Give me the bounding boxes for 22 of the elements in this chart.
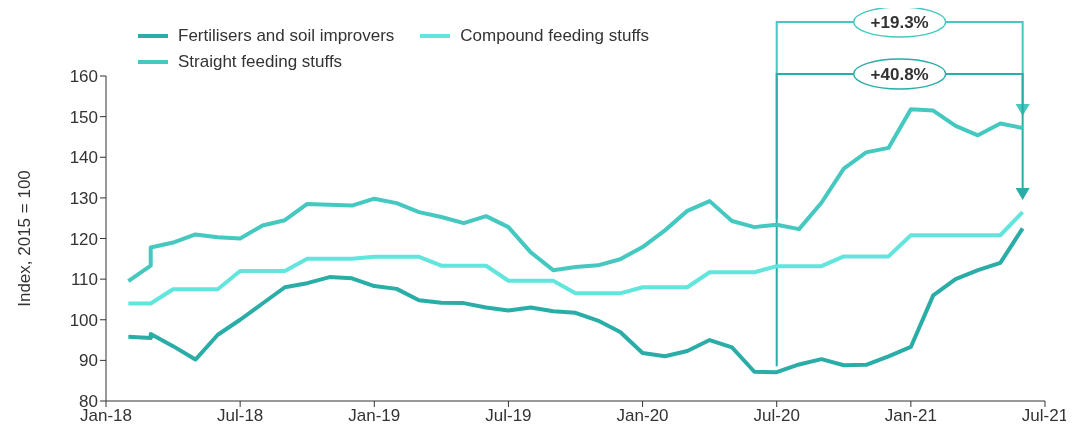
x-tick-label: Jul-20	[753, 406, 800, 426]
y-tick-label: 90	[79, 351, 98, 371]
line-series	[126, 107, 1025, 284]
y-tick-label: 100	[69, 310, 98, 330]
y-tick-label: 120	[69, 229, 98, 249]
legend-label: Straight feeding stuffs	[178, 52, 343, 72]
line-series	[126, 226, 1025, 375]
x-tick-label: Jan-19	[348, 406, 401, 426]
legend-label: Compound feeding stuffs	[460, 26, 650, 46]
y-tick-label: 110	[70, 270, 98, 290]
y-tick-label: 130	[69, 188, 98, 208]
x-tick-label: Jan-20	[616, 406, 669, 426]
y-axis-title: Index, 2015 = 100	[15, 170, 35, 307]
y-tick-label: 140	[69, 148, 98, 168]
x-tick-label: Jan-21	[884, 406, 937, 426]
x-tick-label: Jul-18	[216, 406, 264, 426]
y-tick-label: 150	[69, 107, 98, 127]
x-tick-label: Jul-19	[485, 406, 532, 426]
annotation: +40.8%	[870, 65, 929, 84]
legend-label: Fertilisers and soil improvers	[178, 26, 395, 46]
y-tick-label: 160	[69, 67, 98, 87]
line-series	[126, 210, 1025, 306]
